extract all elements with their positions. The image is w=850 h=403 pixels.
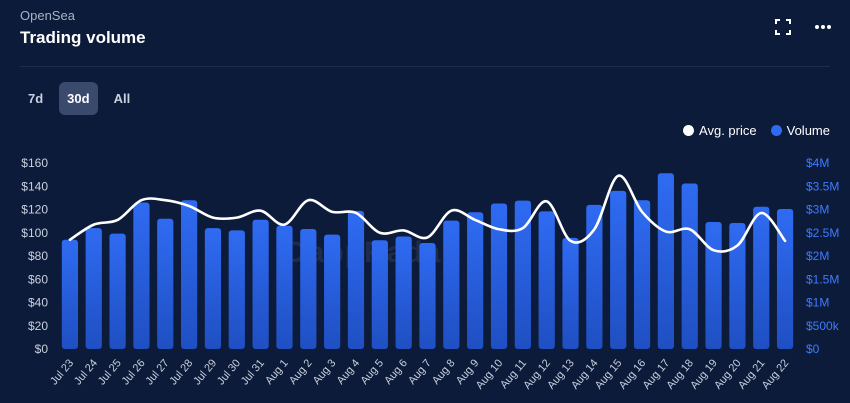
x-axis-tick: Jul 28 bbox=[167, 357, 195, 387]
left-axis-tick: $100 bbox=[21, 226, 48, 240]
chart-legend: Avg. price Volume bbox=[683, 123, 830, 138]
x-axis-tick: Jul 29 bbox=[191, 357, 219, 387]
expand-icon[interactable] bbox=[774, 18, 792, 36]
volume-bar bbox=[324, 234, 341, 349]
volume-bar bbox=[753, 206, 770, 349]
legend-avg-price-label: Avg. price bbox=[699, 123, 757, 138]
left-axis-tick: $40 bbox=[28, 296, 48, 310]
volume-bar bbox=[538, 211, 555, 349]
right-axis-tick: $1M bbox=[806, 296, 829, 310]
x-axis-tick: Jul 24 bbox=[72, 357, 100, 387]
left-axis-tick: $140 bbox=[21, 179, 48, 193]
volume-bar bbox=[276, 225, 293, 349]
avg-price-line bbox=[68, 174, 787, 253]
volume-bar bbox=[419, 242, 436, 349]
volume-bar bbox=[61, 239, 79, 349]
volume-bar bbox=[467, 212, 484, 349]
x-axis-tick: Aug 6 bbox=[382, 357, 410, 387]
tab-30d[interactable]: 30d bbox=[59, 82, 98, 115]
right-axis-tick: $3.5M bbox=[806, 179, 839, 193]
volume-bar bbox=[181, 200, 198, 349]
x-axis-tick: Aug 7 bbox=[406, 357, 434, 387]
time-range-tabs: 7d 30d All bbox=[20, 82, 138, 115]
volume-bar bbox=[85, 228, 102, 349]
legend-volume[interactable]: Volume bbox=[770, 123, 830, 138]
right-axis-tick: $4M bbox=[806, 156, 829, 170]
volume-bar bbox=[657, 173, 674, 349]
volume-bar bbox=[204, 228, 222, 349]
chart-toolbar bbox=[774, 18, 832, 36]
volume-bar bbox=[443, 220, 460, 349]
volume-bar bbox=[681, 183, 698, 349]
volume-bar bbox=[133, 202, 150, 349]
right-axis-tick: $0 bbox=[806, 342, 820, 356]
volume-bar bbox=[776, 209, 794, 349]
legend-avg-price-swatch bbox=[683, 125, 695, 136]
volume-bar bbox=[395, 236, 412, 349]
right-axis-tick: $1.5M bbox=[806, 272, 839, 286]
volume-bar bbox=[633, 200, 651, 349]
more-horizontal-icon[interactable] bbox=[814, 18, 832, 36]
x-axis-tick: Jul 25 bbox=[96, 357, 124, 387]
x-axis-tick: Aug 4 bbox=[335, 357, 363, 387]
left-axis-tick: $160 bbox=[21, 156, 48, 170]
x-axis-tick: Aug 3 bbox=[311, 357, 339, 387]
tab-7d[interactable]: 7d bbox=[28, 91, 44, 106]
volume-bar bbox=[586, 204, 603, 349]
volume-bar bbox=[514, 200, 531, 349]
legend-volume-label: Volume bbox=[786, 123, 830, 138]
x-axis-tick: Aug 5 bbox=[358, 357, 386, 387]
volume-bar bbox=[562, 237, 579, 349]
left-axis-tick: $60 bbox=[28, 272, 48, 286]
chart-header: OpenSea Trading volume bbox=[20, 8, 146, 48]
x-axis-tick: Jul 31 bbox=[239, 357, 267, 387]
volume-bar bbox=[729, 222, 746, 349]
volume-bar bbox=[252, 219, 269, 349]
header-divider bbox=[20, 66, 830, 67]
right-axis-tick: $2M bbox=[806, 249, 829, 263]
right-axis-tick: $500k bbox=[806, 319, 840, 333]
left-axis-tick: $0 bbox=[35, 342, 49, 356]
x-axis-tick: Jul 27 bbox=[144, 357, 172, 387]
left-axis-tick: $20 bbox=[28, 319, 48, 333]
right-axis-tick: $3M bbox=[806, 203, 829, 217]
tab-all[interactable]: All bbox=[113, 91, 131, 106]
volume-bar bbox=[347, 210, 365, 349]
volume-bar bbox=[705, 222, 722, 349]
x-axis-tick: Aug 1 bbox=[263, 357, 291, 387]
x-axis-tick: Jul 30 bbox=[215, 357, 243, 387]
volume-bar bbox=[490, 203, 508, 349]
x-axis-tick: Aug 8 bbox=[430, 357, 458, 387]
volume-bar bbox=[109, 233, 126, 349]
volume-bar bbox=[300, 229, 317, 349]
volume-bar bbox=[610, 190, 627, 349]
left-axis-tick: $80 bbox=[28, 249, 48, 263]
volume-bar bbox=[228, 230, 245, 349]
x-axis-tick: Aug 2 bbox=[287, 357, 315, 387]
x-axis-tick: Jul 26 bbox=[120, 357, 148, 387]
volume-bar bbox=[371, 240, 388, 349]
volume-bar bbox=[157, 218, 174, 349]
legend-avg-price[interactable]: Avg. price bbox=[683, 123, 757, 138]
legend-volume-swatch bbox=[770, 125, 782, 136]
source-label: OpenSea bbox=[20, 8, 75, 23]
right-axis-tick: $2.5M bbox=[806, 226, 839, 240]
chart-title: Trading volume bbox=[20, 28, 146, 47]
x-axis-tick: Jul 23 bbox=[48, 357, 76, 387]
left-axis-tick: $120 bbox=[21, 203, 48, 217]
